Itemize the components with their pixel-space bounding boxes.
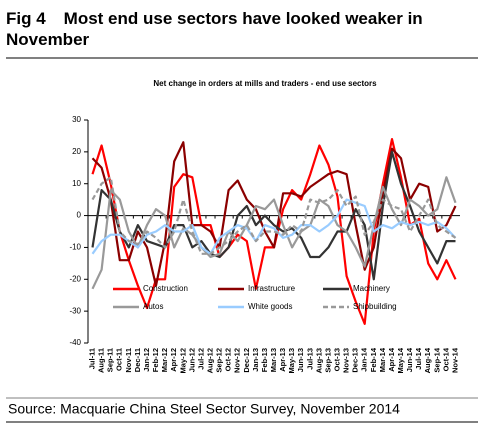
x-tick-label: Apr-12	[169, 348, 178, 372]
heading: Fig 4 Most end use sectors have looked we…	[6, 8, 478, 50]
x-tick-label: Mar-13	[269, 348, 278, 372]
x-tick-label: Jun-12	[187, 348, 196, 372]
series-line	[91, 141, 457, 287]
x-tick-label: Apr-14	[387, 347, 396, 372]
x-tick-label: May-12	[178, 348, 187, 373]
source: Source: Macquarie China Steel Sector Sur…	[8, 401, 400, 417]
series-line	[91, 198, 457, 255]
x-tick-label: Aug-13	[314, 348, 323, 373]
x-tick-label: Jul-11	[88, 348, 97, 369]
x-tick-label: Feb-14	[369, 347, 378, 372]
x-tick-label: Sep-12	[215, 348, 224, 373]
x-tick-label: Oct-12	[224, 348, 233, 371]
x-tick-label: Jun-13	[296, 348, 305, 372]
x-tick-label: Dec-12	[242, 348, 251, 373]
series-line	[91, 176, 457, 255]
x-tick-label: Aug-12	[205, 348, 214, 373]
y-tick-label: -30	[69, 306, 81, 315]
x-tick-label: Nov-12	[233, 348, 242, 373]
x-tick-label: Dec-11	[133, 348, 142, 372]
chart-subtitle: Net change in orders at mills and trader…	[153, 79, 377, 88]
x-tick-label: Feb-12	[151, 348, 160, 372]
legend-label: Infrastructure	[248, 284, 296, 293]
x-tick-label: Jul-13	[305, 348, 314, 370]
y-tick-label: 30	[72, 115, 81, 124]
x-tick-label: Sep-13	[323, 348, 332, 373]
chart-title: Most end use sectors have looked weaker …	[6, 9, 423, 49]
legend-label: Construction	[143, 284, 188, 293]
legend-label: Shipbuilding	[353, 302, 397, 311]
x-tick-label: Aug-11	[97, 348, 106, 373]
x-tick-label: Dec-13	[351, 348, 360, 373]
x-tick-label: Oct-11	[115, 348, 124, 371]
x-tick-label: Mar-14	[378, 347, 387, 372]
x-tick-label: Jul-12	[196, 348, 205, 370]
y-tick-label: 0	[77, 211, 82, 220]
x-tick-label: Mar-12	[160, 348, 169, 372]
x-tick-label: Jan-13	[251, 348, 260, 372]
figure-label: Fig 4	[6, 9, 46, 28]
x-tick-label: Oct-14	[441, 347, 450, 371]
x-tick-label: Jan-12	[142, 348, 151, 372]
x-tick-label: Sep-14	[432, 347, 441, 372]
series-line	[91, 176, 457, 290]
y-tick-label: -10	[69, 243, 81, 252]
x-tick-label: Oct-13	[332, 348, 341, 371]
series-line	[91, 150, 456, 281]
y-tick-label: -40	[69, 338, 81, 347]
x-tick-label: May-13	[287, 348, 296, 373]
legend-label: Autos	[143, 302, 163, 311]
y-tick-label: 10	[72, 179, 81, 188]
x-tick-label: Nov-11	[124, 348, 133, 373]
x-tick-label: Jul-14	[414, 347, 423, 370]
y-tick-label: -20	[69, 274, 81, 283]
x-tick-label: Nov-14	[450, 347, 459, 373]
legend-label: Machinery	[353, 284, 390, 293]
x-tick-label: May-14	[396, 347, 405, 373]
y-tick-label: 20	[72, 147, 81, 156]
x-tick-label: Jan-14	[360, 347, 369, 372]
x-tick-label: Apr-13	[278, 348, 287, 372]
legend-label: White goods	[248, 302, 292, 311]
x-tick-label: Jun-14	[405, 347, 414, 372]
x-tick-label: Sep-11	[106, 348, 115, 372]
x-tick-label: Nov-13	[342, 348, 351, 373]
x-tick-label: Feb-13	[260, 348, 269, 372]
x-tick-label: Aug-14	[423, 347, 432, 373]
